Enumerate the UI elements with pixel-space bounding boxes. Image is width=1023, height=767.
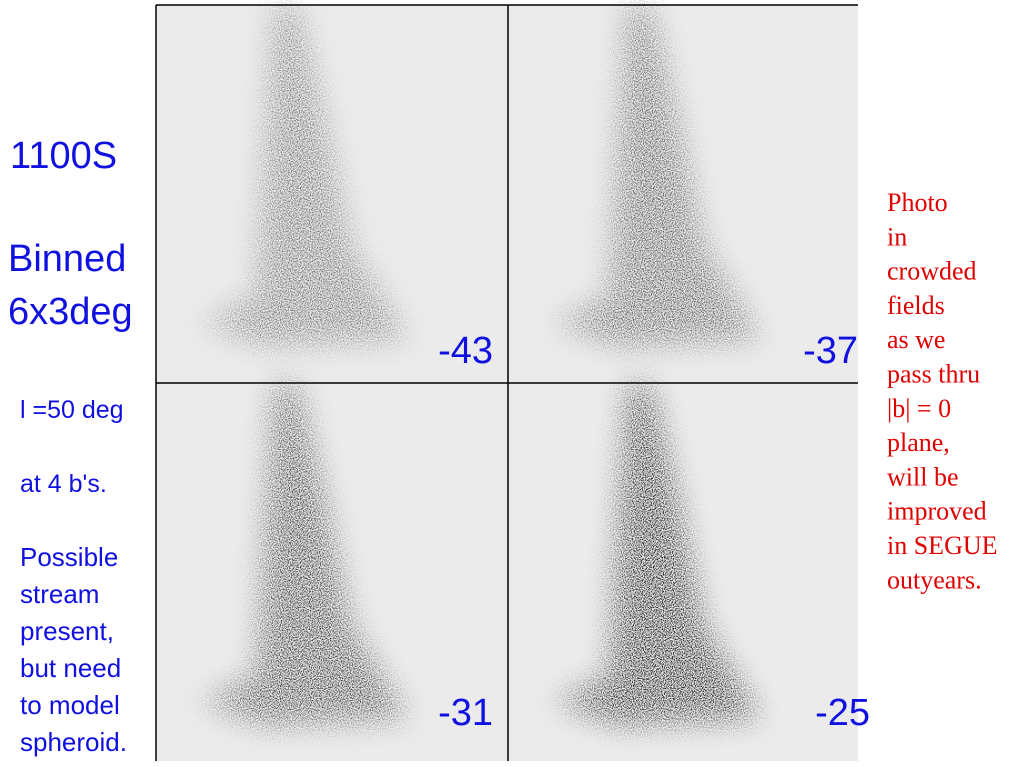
title: 1100S	[10, 135, 117, 177]
subtitle-line: 6x3deg	[8, 291, 133, 333]
comment-line: stream	[20, 579, 99, 609]
side-note-line: fields	[887, 291, 945, 320]
subtitle-line: Binned	[8, 238, 126, 280]
panel-grid	[155, 4, 858, 761]
note: l =50 deg	[20, 396, 124, 424]
side-note-line: in	[887, 222, 907, 251]
comment-line: Possible	[20, 542, 118, 572]
side-note-line: improved	[887, 497, 987, 526]
side-note-line: as we	[887, 325, 945, 354]
comment-line: present,	[20, 616, 114, 646]
side-note-line: pass thru	[887, 360, 980, 389]
comment-line: to model	[20, 690, 120, 720]
side-note-line: crowded	[887, 257, 977, 286]
panel-label: -37	[803, 330, 858, 372]
side-note-line: in SEGUE	[887, 531, 998, 560]
panel-label: -25	[815, 692, 870, 734]
side-note-line: outyears.	[887, 565, 982, 594]
side-note-line: will be	[887, 462, 959, 491]
side-note-line: plane,	[887, 428, 950, 457]
panel-label: -31	[438, 692, 493, 734]
note: at 4 b's.	[20, 470, 107, 498]
side-note-line: Photo	[887, 188, 948, 217]
side-note-line: |b| = 0	[887, 394, 951, 423]
panel-label: -43	[438, 330, 493, 372]
comment-line: spheroid.	[20, 727, 127, 757]
comment-line: but need	[20, 653, 121, 683]
